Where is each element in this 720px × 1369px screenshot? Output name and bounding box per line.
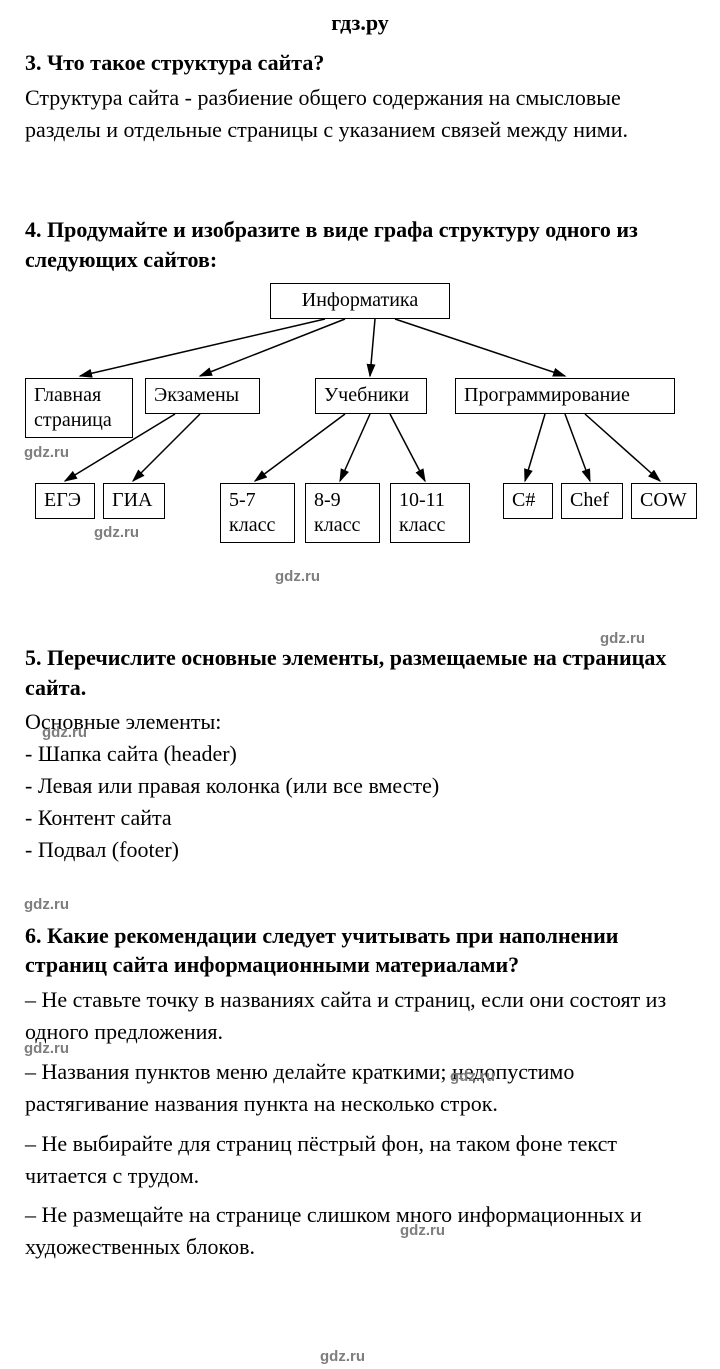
q5-heading: 5. Перечислите основные элементы, размещ… bbox=[25, 643, 695, 702]
diagram-node-g57: 5-7 класс bbox=[220, 483, 295, 543]
q5-intro: Основные элементы: bbox=[25, 706, 695, 738]
q3-heading: 3. Что такое структура сайта? bbox=[25, 48, 695, 78]
q6-item: – Не ставьте точку в названиях сайта и с… bbox=[25, 984, 695, 1048]
diagram-node-g1011: 10-11 класс bbox=[390, 483, 470, 543]
q5-item: - Левая или правая колонка (или все вмес… bbox=[25, 770, 695, 802]
site-title: гдз.ру bbox=[25, 10, 695, 36]
q6-item: – Названия пунктов меню делайте краткими… bbox=[25, 1056, 695, 1120]
diagram-node-g89: 8-9 класс bbox=[305, 483, 380, 543]
diagram-node-exams: Экзамены bbox=[145, 378, 260, 414]
q5-item: - Подвал (footer) bbox=[25, 834, 695, 866]
diagram-node-books: Учебники bbox=[315, 378, 427, 414]
diagram-node-root: Информатика bbox=[270, 283, 450, 319]
q6-heading: 6. Какие рекомендации следует учитывать … bbox=[25, 921, 695, 980]
q4-diagram: Информатика Главная страница Экзамены Учебн… bbox=[25, 283, 695, 583]
diagram-node-cs: C# bbox=[503, 483, 553, 519]
diagram-node-gia: ГИА bbox=[103, 483, 165, 519]
q6-item: – Не размещайте на странице слишком мног… bbox=[25, 1199, 695, 1263]
q4-heading: 4. Продумайте и изобразите в виде графа … bbox=[25, 215, 695, 274]
diagram-node-main: Главная страница bbox=[25, 378, 133, 438]
q5-item: - Шапка сайта (header) bbox=[25, 738, 695, 770]
q3-text: Структура сайта - разбиение общего содер… bbox=[25, 82, 695, 146]
watermark: gdz.ru bbox=[320, 1348, 365, 1365]
q5-item: - Контент сайта bbox=[25, 802, 695, 834]
q6-item: – Не выбирайте для страниц пёстрый фон, … bbox=[25, 1128, 695, 1192]
diagram-node-chef: Chef bbox=[561, 483, 623, 519]
diagram-node-ege: ЕГЭ bbox=[35, 483, 95, 519]
page-root: гдз.ру 3. Что такое структура сайта? Стр… bbox=[0, 0, 720, 1293]
diagram-node-cow: COW bbox=[631, 483, 697, 519]
diagram-node-prog: Программирование bbox=[455, 378, 675, 414]
